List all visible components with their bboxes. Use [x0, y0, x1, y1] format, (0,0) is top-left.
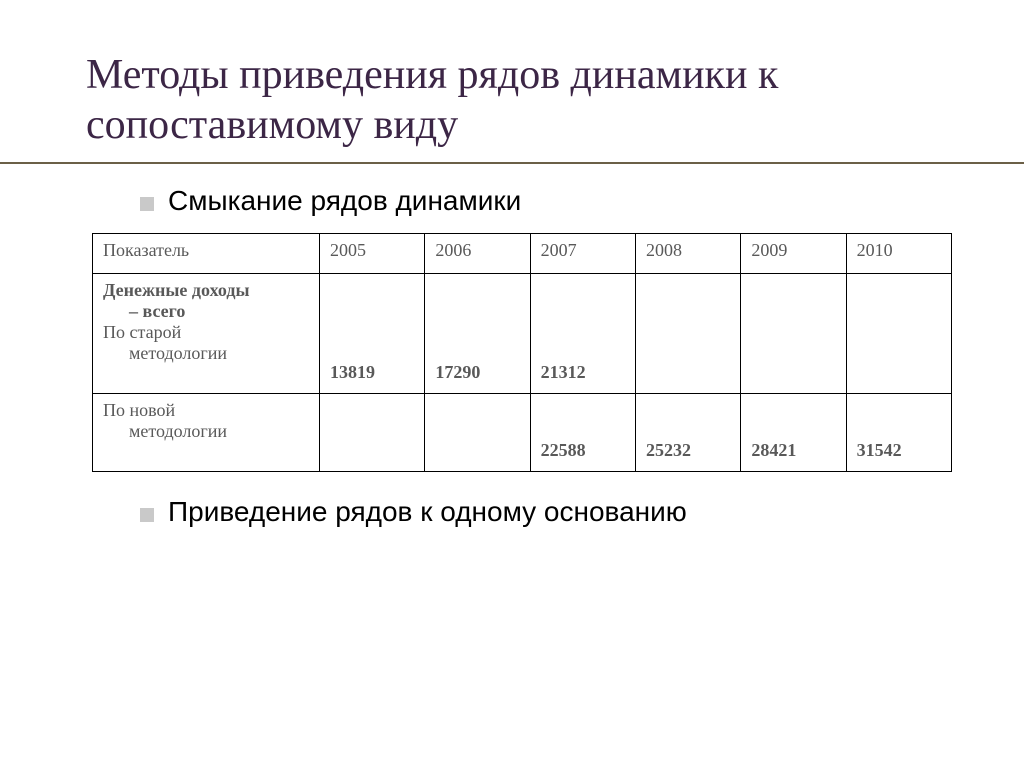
- row2-val: [425, 393, 530, 471]
- row1-val: [846, 273, 951, 393]
- row1-line4: методологии: [103, 343, 227, 364]
- row2-val: 31542: [846, 393, 951, 471]
- row2-val: [320, 393, 425, 471]
- row2-line2: методологии: [103, 421, 227, 442]
- row1-val: [741, 273, 846, 393]
- bullet-row-1: Смыкание рядов динамики: [140, 185, 954, 217]
- row2-val: 22588: [530, 393, 635, 471]
- subtitle-2: Приведение рядов к одному основанию: [168, 496, 687, 528]
- header-year: 2006: [425, 233, 530, 273]
- bullet-row-2: Приведение рядов к одному основанию: [140, 496, 954, 528]
- row1-val: 21312: [530, 273, 635, 393]
- row1-val: 17290: [425, 273, 530, 393]
- header-year: 2010: [846, 233, 951, 273]
- row1-line3: По старой: [103, 322, 181, 342]
- row1-line2: – всего: [103, 301, 185, 322]
- row2-label: По новой методологии: [93, 393, 320, 471]
- data-table-wrap: Показатель 2005 2006 2007 2008 2009 2010…: [92, 233, 954, 472]
- table-row: Денежные доходы – всего По старой методо…: [93, 273, 952, 393]
- header-year: 2005: [320, 233, 425, 273]
- row1-line1: Денежные доходы: [103, 280, 250, 300]
- row2-val: 28421: [741, 393, 846, 471]
- slide-title: Методы приведения рядов динамики к сопос…: [86, 50, 954, 151]
- header-year: 2008: [636, 233, 741, 273]
- subtitle-1: Смыкание рядов динамики: [168, 185, 521, 217]
- table-row: По новой методологии 22588 25232 28421 3…: [93, 393, 952, 471]
- header-year: 2009: [741, 233, 846, 273]
- header-label: Показатель: [93, 233, 320, 273]
- row2-val: 25232: [636, 393, 741, 471]
- row1-val: [636, 273, 741, 393]
- title-underline: [0, 162, 1024, 164]
- row2-line1: По новой: [103, 400, 175, 420]
- square-bullet-icon: [140, 508, 154, 522]
- row1-val: 13819: [320, 273, 425, 393]
- row1-label: Денежные доходы – всего По старой методо…: [93, 273, 320, 393]
- header-year: 2007: [530, 233, 635, 273]
- table-header-row: Показатель 2005 2006 2007 2008 2009 2010: [93, 233, 952, 273]
- slide: Методы приведения рядов динамики к сопос…: [0, 0, 1024, 768]
- data-table: Показатель 2005 2006 2007 2008 2009 2010…: [92, 233, 952, 472]
- square-bullet-icon: [140, 197, 154, 211]
